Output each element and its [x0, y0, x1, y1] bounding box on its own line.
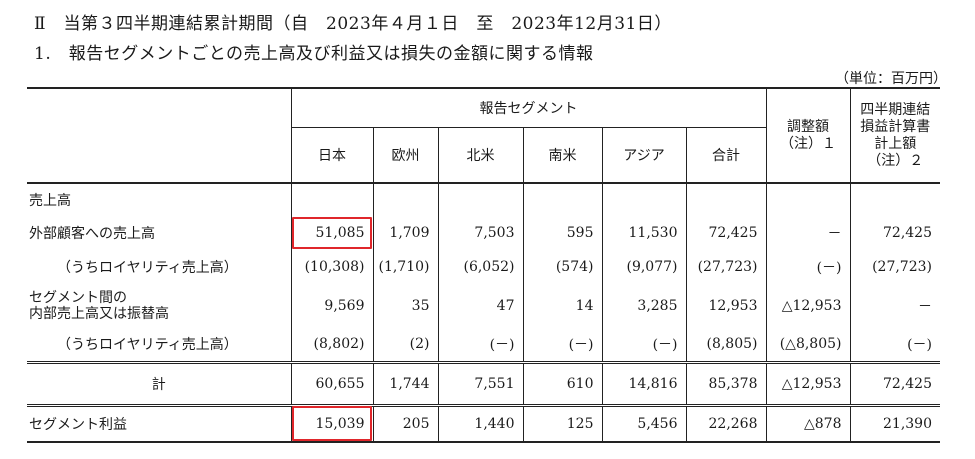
table-cell: 7,551: [437, 360, 523, 405]
table-cell: 1,709: [372, 216, 438, 250]
unit-label: （単位：百万円）: [835, 71, 947, 87]
table-cell: (－): [522, 328, 602, 362]
header-group: 報告セグメント: [290, 87, 766, 128]
header-quarterly: 四半期連結 損益計算書 計上額 （注）２: [849, 87, 940, 184]
table-row-total: 計 60,655 1,744 7,551 610 14,816 85,378 △…: [27, 360, 940, 405]
table-row-external-royalty: （うちロイヤリティ売上高） (10,308) (1,710) (6,052) (…: [27, 250, 940, 284]
col-header-total: 合計: [685, 127, 766, 184]
table-cell: 21,390: [849, 403, 940, 443]
table-row-sales-heading: 売上高: [27, 183, 940, 216]
col-header-asia: アジア: [601, 127, 686, 184]
section-heading: Ⅱ 当第３四半期連結累計期間（自 2023年４月１日 至 2023年12月31日…: [34, 14, 672, 34]
header-quarterly-line1: 四半期連結: [860, 101, 931, 118]
table-cell: －: [849, 284, 940, 328]
col-header-europe: 欧州: [372, 127, 438, 184]
table-cell: 14,816: [601, 360, 686, 405]
table-cell: 85,378: [685, 360, 766, 405]
table-cell: 125: [522, 403, 602, 443]
header-quarterly-line4: （注）２: [867, 152, 924, 169]
table-cell: (△8,805): [765, 328, 850, 362]
table-cell: (6,052): [437, 250, 523, 284]
header-blank: [27, 87, 291, 184]
table-cell: (－): [601, 328, 686, 362]
header-adjustment-line1: 調整額: [787, 118, 829, 135]
row-label-segment-profit: セグメント利益: [27, 403, 291, 443]
row-label-sales: 売上高: [29, 193, 71, 209]
table-cell: (8,805): [685, 328, 766, 362]
row-label-external-royalty: （うちロイヤリティ売上高）: [57, 260, 238, 276]
table-cell: 5,456: [601, 403, 686, 443]
table-cell: (8,802): [290, 328, 373, 362]
table-cell: 595: [522, 216, 602, 250]
row-label-intersegment-royalty: （うちロイヤリティ売上高）: [57, 337, 238, 354]
table-cell: 1,744: [372, 360, 438, 405]
table-row-intersegment: セグメント間の 内部売上高又は振替高 9,569 35 47 14 3,285 …: [27, 284, 940, 328]
table-cell: 1,440: [437, 403, 523, 443]
table-cell: 72,425: [849, 216, 940, 250]
table-cell: (1,710): [372, 250, 438, 284]
row-label-intersegment: セグメント間の 内部売上高又は振替高: [27, 284, 291, 328]
row-label-total: 計: [27, 360, 291, 405]
table-cell: 14: [522, 284, 602, 328]
table-cell: △12,953: [765, 284, 850, 328]
table-cell: (－): [437, 328, 523, 362]
header-row-bottom: 日本 欧州 北米 南米 アジア 合計: [27, 127, 940, 184]
table-cell: 205: [372, 403, 438, 443]
table-cell: 11,530: [601, 216, 686, 250]
table-cell: 7,503: [437, 216, 523, 250]
table-cell: 47: [437, 284, 523, 328]
table-cell: △878: [765, 403, 850, 443]
table-cell: (－): [849, 328, 940, 362]
table-cell: (27,723): [849, 250, 940, 284]
table-cell: 35: [372, 284, 438, 328]
table-cell: 610: [522, 360, 602, 405]
table-row-external-sales: 外部顧客への売上高 51,085 1,709 7,503 595 11,530 …: [27, 216, 940, 250]
table-cell: 60,655: [290, 360, 373, 405]
table-cell: (574): [522, 250, 602, 284]
table-cell: (10,308): [290, 250, 373, 284]
subsection-heading: 1. 報告セグメントごとの売上高及び利益又は損失の金額に関する情報: [34, 44, 594, 64]
table-cell: 12,953: [685, 284, 766, 328]
segment-table: 報告セグメント 調整額 （注）１ 四半期連結 損益計算書 計上額 （注）２ 日本…: [27, 87, 940, 443]
table-row-intersegment-royalty: （うちロイヤリティ売上高） (8,802) (2) (－) (－) (－) (8…: [27, 328, 940, 362]
row-label-external-sales: 外部顧客への売上高: [29, 226, 155, 242]
table-cell: (2): [372, 328, 438, 362]
row-label-intersegment-line2: 内部売上高又は振替高: [29, 306, 169, 322]
col-header-south-america: 南米: [522, 127, 602, 184]
header-adjustment: 調整額 （注）１: [765, 87, 850, 184]
table-cell: 72,425: [685, 216, 766, 250]
table-cell: 22,268: [685, 403, 766, 443]
col-header-north-america: 北米: [437, 127, 523, 184]
table-cell: (－): [765, 250, 850, 284]
row-label-intersegment-line1: セグメント間の: [29, 290, 127, 306]
table-cell: 72,425: [849, 360, 940, 405]
table-cell: (27,723): [685, 250, 766, 284]
table-cell: (9,077): [601, 250, 686, 284]
header-row-top: 報告セグメント 調整額 （注）１ 四半期連結 損益計算書 計上額 （注）２: [27, 87, 940, 184]
col-header-japan: 日本: [290, 127, 373, 184]
cell-external-japan-highlighted: 51,085: [290, 216, 373, 250]
header-adjustment-line2: （注）１: [780, 135, 836, 152]
table-cell: △12,953: [765, 360, 850, 405]
table-cell: 3,285: [601, 284, 686, 328]
header-quarterly-line3: 計上額: [874, 135, 917, 152]
cell-profit-japan-highlighted: 15,039: [290, 403, 373, 443]
table-cell: 9,569: [290, 284, 373, 328]
table-row-segment-profit: セグメント利益 15,039 205 1,440 125 5,456 22,26…: [27, 403, 940, 443]
header-quarterly-line2: 損益計算書: [860, 118, 931, 135]
table-cell: －: [765, 216, 850, 250]
